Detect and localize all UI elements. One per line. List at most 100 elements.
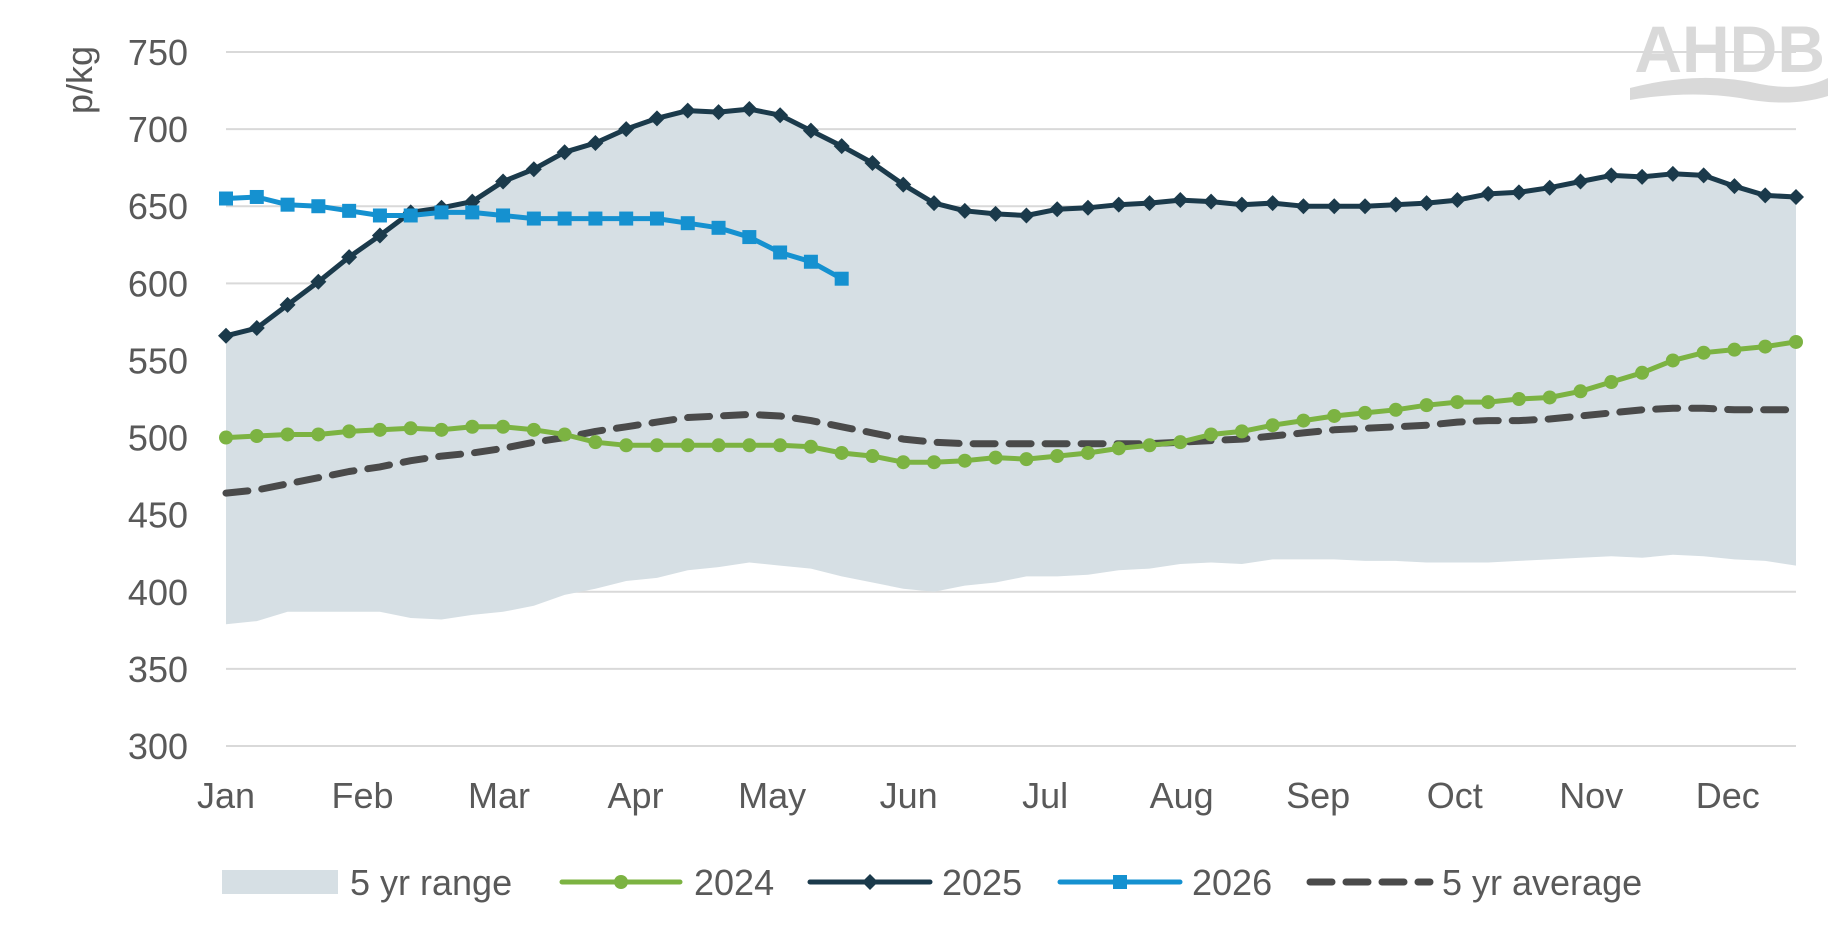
data-point-2024 bbox=[1388, 402, 1403, 417]
x-tick-label-mar: Mar bbox=[468, 775, 530, 816]
data-point-2024 bbox=[1204, 427, 1219, 442]
series-line-2024 bbox=[223, 339, 1799, 465]
data-point-2025 bbox=[279, 296, 296, 313]
data-point-2024 bbox=[1635, 365, 1650, 380]
legend-label: 2025 bbox=[942, 862, 1022, 903]
data-point-2024 bbox=[896, 455, 911, 470]
legend-item-2025: 2025 bbox=[807, 862, 1022, 903]
data-point-2025 bbox=[1788, 188, 1804, 205]
data-point-2024 bbox=[1665, 353, 1680, 368]
data-point-2024 bbox=[311, 427, 326, 442]
data-point-2026 bbox=[742, 230, 757, 245]
data-point-2024 bbox=[1050, 449, 1065, 464]
data-point-2024 bbox=[1573, 384, 1588, 399]
data-point-2025 bbox=[371, 227, 388, 244]
data-point-2025 bbox=[1141, 195, 1158, 212]
x-tick-label-may: May bbox=[738, 775, 806, 816]
data-point-2024 bbox=[1542, 390, 1557, 405]
data-point-2026 bbox=[403, 208, 418, 223]
logo-swoosh bbox=[1630, 77, 1828, 103]
series-line-5-yr-average bbox=[222, 404, 1800, 497]
data-point-2026 bbox=[311, 199, 326, 214]
data-point-2025 bbox=[1387, 196, 1404, 213]
data-point-2025 bbox=[772, 107, 789, 124]
data-point-2026 bbox=[249, 189, 264, 204]
data-point-2026 bbox=[526, 211, 541, 226]
ahdb-logo: AHDB bbox=[1630, 12, 1828, 103]
legend-item-2024: 2024 bbox=[559, 862, 774, 903]
data-point-2025 bbox=[1480, 185, 1497, 202]
data-point-2024 bbox=[1265, 418, 1280, 433]
data-point-2025 bbox=[310, 273, 327, 290]
data-point-2026 bbox=[372, 208, 387, 223]
data-point-2025 bbox=[1018, 207, 1035, 224]
data-point-2026 bbox=[711, 220, 726, 235]
data-point-2025 bbox=[802, 122, 819, 139]
data-point-2026 bbox=[803, 254, 818, 269]
data-point-2024 bbox=[249, 429, 264, 444]
data-point-2026 bbox=[834, 271, 849, 286]
data-point-2024 bbox=[342, 424, 357, 439]
series-2024 bbox=[219, 334, 1803, 470]
data-point-2024 bbox=[619, 438, 634, 453]
data-point-2024 bbox=[1481, 395, 1496, 410]
data-point-2024 bbox=[1019, 452, 1034, 467]
data-point-2025 bbox=[741, 101, 758, 118]
data-point-2025 bbox=[833, 138, 850, 155]
logo-text: AHDB bbox=[1634, 12, 1825, 86]
legend-label: 2024 bbox=[694, 862, 774, 903]
y-tick-label: 550 bbox=[128, 340, 188, 381]
legend-label: 5 yr range bbox=[350, 862, 512, 903]
data-point-2025 bbox=[218, 327, 234, 344]
data-point-2025 bbox=[1726, 178, 1743, 195]
legend-marker bbox=[614, 875, 628, 889]
y-tick-label: 350 bbox=[128, 649, 188, 690]
data-point-2024 bbox=[1173, 435, 1188, 450]
y-tick-label: 600 bbox=[128, 263, 188, 304]
x-tick-label-jul: Jul bbox=[1022, 775, 1068, 816]
data-point-2024 bbox=[557, 427, 572, 442]
x-tick-label-jun: Jun bbox=[880, 775, 938, 816]
data-point-2024 bbox=[803, 439, 818, 454]
data-point-2024 bbox=[372, 422, 387, 437]
data-point-2025 bbox=[1572, 173, 1589, 190]
data-point-2024 bbox=[403, 421, 418, 436]
data-point-2025 bbox=[679, 102, 696, 119]
data-point-2024 bbox=[1080, 445, 1095, 460]
data-point-2025 bbox=[710, 104, 727, 121]
legend-swatch bbox=[222, 870, 338, 894]
data-point-2024 bbox=[526, 422, 541, 437]
data-point-2024 bbox=[1696, 345, 1711, 360]
y-tick-label: 500 bbox=[128, 418, 188, 459]
data-point-2026 bbox=[557, 211, 572, 226]
data-point-2025 bbox=[1233, 196, 1250, 213]
legend-marker bbox=[862, 874, 878, 890]
data-point-2024 bbox=[1358, 405, 1373, 420]
x-tick-label-nov: Nov bbox=[1559, 775, 1623, 816]
data-point-2026 bbox=[649, 211, 664, 226]
legend-item-5-yr-range: 5 yr range bbox=[222, 862, 512, 903]
data-point-2024 bbox=[1327, 408, 1342, 423]
data-point-2024 bbox=[711, 438, 726, 453]
data-point-2025 bbox=[1510, 184, 1527, 201]
data-point-2024 bbox=[219, 430, 233, 445]
data-point-2024 bbox=[434, 422, 449, 437]
data-point-2025 bbox=[1634, 168, 1651, 185]
y-tick-label: 750 bbox=[128, 32, 188, 73]
data-point-2026 bbox=[465, 205, 480, 220]
data-point-2024 bbox=[1234, 424, 1249, 439]
data-point-2025 bbox=[341, 249, 358, 266]
series-layer bbox=[218, 101, 1804, 497]
data-point-2025 bbox=[648, 110, 665, 127]
data-point-2024 bbox=[1789, 334, 1803, 349]
data-point-2024 bbox=[1419, 398, 1434, 413]
data-point-2026 bbox=[680, 216, 695, 231]
data-point-2025 bbox=[1664, 165, 1681, 182]
data-point-2025 bbox=[556, 144, 573, 161]
y-tick-label: 650 bbox=[128, 186, 188, 227]
data-point-2024 bbox=[1111, 441, 1126, 456]
data-point-2025 bbox=[248, 320, 265, 337]
data-point-2025 bbox=[1541, 179, 1558, 196]
data-point-2025 bbox=[495, 173, 512, 190]
